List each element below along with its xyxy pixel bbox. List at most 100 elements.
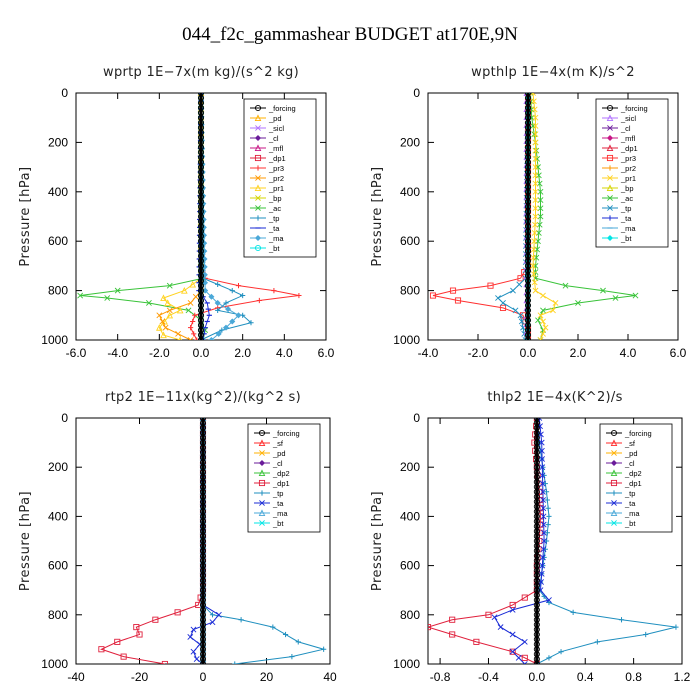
- legend-label: _ma: [620, 224, 636, 233]
- data-point: [530, 98, 537, 105]
- y-axis-label: Pressure [hPa]: [18, 491, 33, 591]
- legend-label: _ta: [620, 214, 632, 223]
- data-point: [192, 312, 198, 318]
- x-tick-label: 0.4: [577, 670, 594, 684]
- data-point: [618, 617, 625, 623]
- y-tick-label: 600: [400, 234, 420, 248]
- legend-label: _ma: [624, 509, 640, 518]
- legend-marker: [610, 429, 618, 437]
- data-point: [166, 307, 173, 314]
- plot-frame: [427, 417, 683, 665]
- series-line-tp: [202, 418, 326, 664]
- legend-marker: [259, 500, 265, 506]
- data-point: [532, 197, 539, 203]
- data-point: [531, 238, 538, 245]
- x-tick-label: -2.0: [149, 346, 170, 360]
- legend-label: _bp: [268, 194, 282, 203]
- data-point: [552, 300, 559, 306]
- data-point: [208, 293, 215, 300]
- data-point: [295, 639, 301, 645]
- data-point: [540, 529, 547, 536]
- x-tick-label: -0.8: [430, 670, 451, 684]
- y-tick-label: 1000: [393, 333, 420, 347]
- data-point: [515, 654, 522, 661]
- data-point: [546, 597, 552, 603]
- data-point: [532, 221, 539, 228]
- data-point: [531, 230, 538, 236]
- legend-label: _pr1: [268, 184, 284, 193]
- legend-marker: [254, 104, 262, 112]
- legend-label: _pr3: [268, 164, 284, 173]
- data-point: [535, 164, 541, 171]
- y-tick-label: 200: [400, 460, 420, 474]
- data-point: [532, 180, 539, 187]
- legend-label: _cl: [624, 459, 635, 468]
- data-point: [209, 619, 216, 626]
- data-point: [192, 293, 199, 300]
- y-tick-label: 400: [400, 185, 420, 199]
- legend-label: _dp1: [624, 479, 642, 488]
- data-point: [509, 631, 516, 638]
- data-point: [544, 497, 550, 503]
- x-tick-label: 20: [260, 670, 274, 684]
- data-point: [545, 522, 551, 528]
- data-point: [539, 456, 546, 462]
- figure-title: 044_f2c_gammashear BUDGET at170E,9N: [182, 24, 518, 45]
- data-point: [532, 131, 539, 138]
- legend-marker: [606, 154, 614, 162]
- legend-marker: [259, 490, 265, 496]
- legend-marker: [606, 104, 614, 112]
- series-group: [428, 418, 679, 664]
- data-point: [509, 648, 516, 655]
- x-tick-label: 4.0: [276, 346, 293, 360]
- legend-marker: [254, 114, 262, 122]
- legend-label: _ac: [620, 194, 633, 203]
- y-tick-label: 0: [413, 411, 420, 425]
- data-point: [495, 295, 501, 301]
- data-point: [499, 304, 507, 311]
- data-point: [532, 123, 539, 129]
- y-tick-label: 0: [413, 86, 420, 100]
- data-point: [530, 271, 537, 278]
- series-line-pr3: [432, 93, 529, 340]
- legend-marker: [606, 134, 614, 142]
- data-point: [152, 616, 159, 623]
- data-point: [570, 609, 576, 615]
- data-point: [532, 287, 539, 294]
- legend-label: _tp: [268, 214, 279, 223]
- data-point: [454, 297, 462, 304]
- legend-label: _pr3: [620, 154, 636, 163]
- data-point: [600, 287, 606, 294]
- legend-marker: [259, 520, 265, 526]
- data-point: [521, 638, 528, 645]
- data-point: [539, 488, 546, 495]
- data-point: [532, 139, 539, 146]
- data-point: [530, 123, 536, 129]
- x-tick-label: -6.0: [66, 346, 87, 360]
- data-point: [532, 213, 539, 220]
- data-point: [429, 292, 437, 299]
- data-point: [536, 221, 543, 228]
- data-point: [215, 281, 221, 288]
- data-point: [136, 631, 143, 638]
- data-point: [558, 649, 564, 655]
- data-point: [161, 660, 168, 664]
- legend-label: _mfl: [268, 144, 284, 153]
- series-group: [98, 418, 327, 664]
- data-point: [532, 147, 539, 154]
- data-point: [491, 614, 498, 621]
- legend-label: _dp1: [620, 144, 638, 153]
- data-point: [535, 230, 542, 236]
- data-point: [235, 312, 242, 319]
- legend-marker: [254, 134, 262, 142]
- data-point: [540, 292, 546, 299]
- data-point: [175, 330, 182, 337]
- y-tick-label: 800: [48, 608, 68, 622]
- legend-label: _bt: [624, 519, 636, 528]
- legend-label: _ta: [268, 224, 280, 233]
- legend-marker: [606, 114, 614, 122]
- panel-title: thlp2 1E−4x(K^2)/s: [487, 390, 622, 405]
- series-line-dp1: [100, 418, 204, 664]
- data-point: [575, 300, 581, 306]
- legend-marker: [610, 479, 618, 487]
